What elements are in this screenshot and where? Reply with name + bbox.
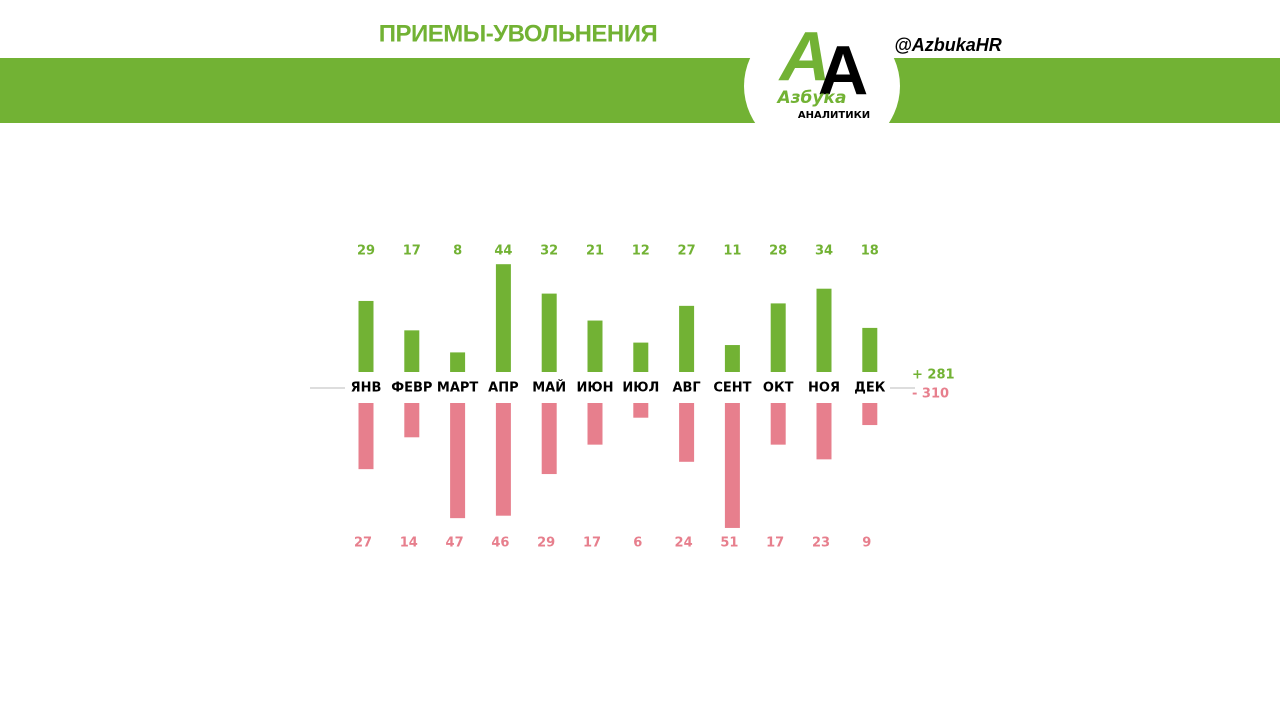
- bar: [358, 403, 374, 470]
- bar: [862, 403, 878, 426]
- x-tick-label: НОЯ: [808, 381, 840, 396]
- data-label: 17: [766, 536, 784, 551]
- logo-sub: АНАЛИТИКИ: [798, 110, 870, 121]
- bar: [495, 264, 511, 372]
- x-tick-label: МАРТ: [437, 381, 479, 396]
- bar: [404, 330, 420, 372]
- data-label: 8: [453, 244, 462, 259]
- header-band: [0, 58, 1280, 123]
- data-label: 32: [540, 244, 558, 259]
- x-tick-label: ИЮЛ: [622, 381, 659, 396]
- data-label: 47: [446, 536, 464, 551]
- bar: [587, 320, 603, 372]
- bar: [495, 403, 511, 516]
- x-tick-label: АПР: [488, 381, 518, 396]
- data-label: 11: [723, 244, 741, 259]
- data-label: 27: [354, 536, 372, 551]
- data-label: 24: [675, 536, 693, 551]
- bar: [541, 403, 557, 475]
- bar: [450, 403, 466, 519]
- bar: [816, 403, 832, 460]
- total-label: + 281: [912, 368, 955, 383]
- handle: @AzbukaHR: [894, 35, 1002, 55]
- bar: [587, 403, 603, 445]
- data-label: 21: [586, 244, 604, 259]
- data-label: 23: [812, 536, 830, 551]
- bar: [770, 403, 786, 445]
- title: ПРИЕМЫ-УВОЛЬНЕНИЯ: [379, 20, 658, 47]
- data-label: 17: [403, 244, 421, 259]
- x-tick-label: МАЙ: [532, 380, 566, 396]
- bar: [679, 403, 695, 462]
- x-tick-label: ЯНВ: [351, 381, 382, 396]
- data-label: 28: [769, 244, 787, 259]
- x-tick-label: ИЮН: [576, 381, 613, 396]
- data-label: 44: [494, 244, 512, 259]
- data-label: 6: [633, 536, 642, 551]
- x-tick-label: ДЕК: [854, 381, 885, 396]
- bar: [862, 327, 878, 372]
- x-tick-label: АВГ: [672, 381, 700, 396]
- data-label: 12: [632, 244, 650, 259]
- logo-letter: А: [778, 17, 831, 95]
- bar: [816, 288, 832, 372]
- data-label: 9: [862, 536, 871, 551]
- data-label: 17: [583, 536, 601, 551]
- bar: [724, 403, 740, 528]
- x-tick-label: ОКТ: [763, 381, 794, 396]
- data-label: 27: [678, 244, 696, 259]
- bar: [450, 352, 466, 372]
- data-label: 51: [720, 536, 738, 551]
- bar: [770, 303, 786, 372]
- logo-letter: А: [818, 31, 869, 109]
- bar: [404, 403, 420, 438]
- data-label: 14: [400, 536, 418, 551]
- logo-circle: [744, 14, 900, 158]
- total-label: - 310: [912, 387, 949, 402]
- data-label: 34: [815, 244, 833, 259]
- data-label: 29: [537, 536, 555, 551]
- bar: [633, 403, 649, 418]
- x-tick-label: ФЕВР: [391, 381, 432, 396]
- data-label: 46: [491, 536, 509, 551]
- logo-word: Азбука: [776, 88, 847, 108]
- bar: [358, 300, 374, 372]
- bar: [724, 345, 740, 372]
- bar: [679, 305, 695, 372]
- data-label: 29: [357, 244, 375, 259]
- bar: [633, 342, 649, 372]
- data-label: 18: [861, 244, 879, 259]
- bar: [541, 293, 557, 372]
- x-tick-label: СЕНТ: [713, 381, 751, 396]
